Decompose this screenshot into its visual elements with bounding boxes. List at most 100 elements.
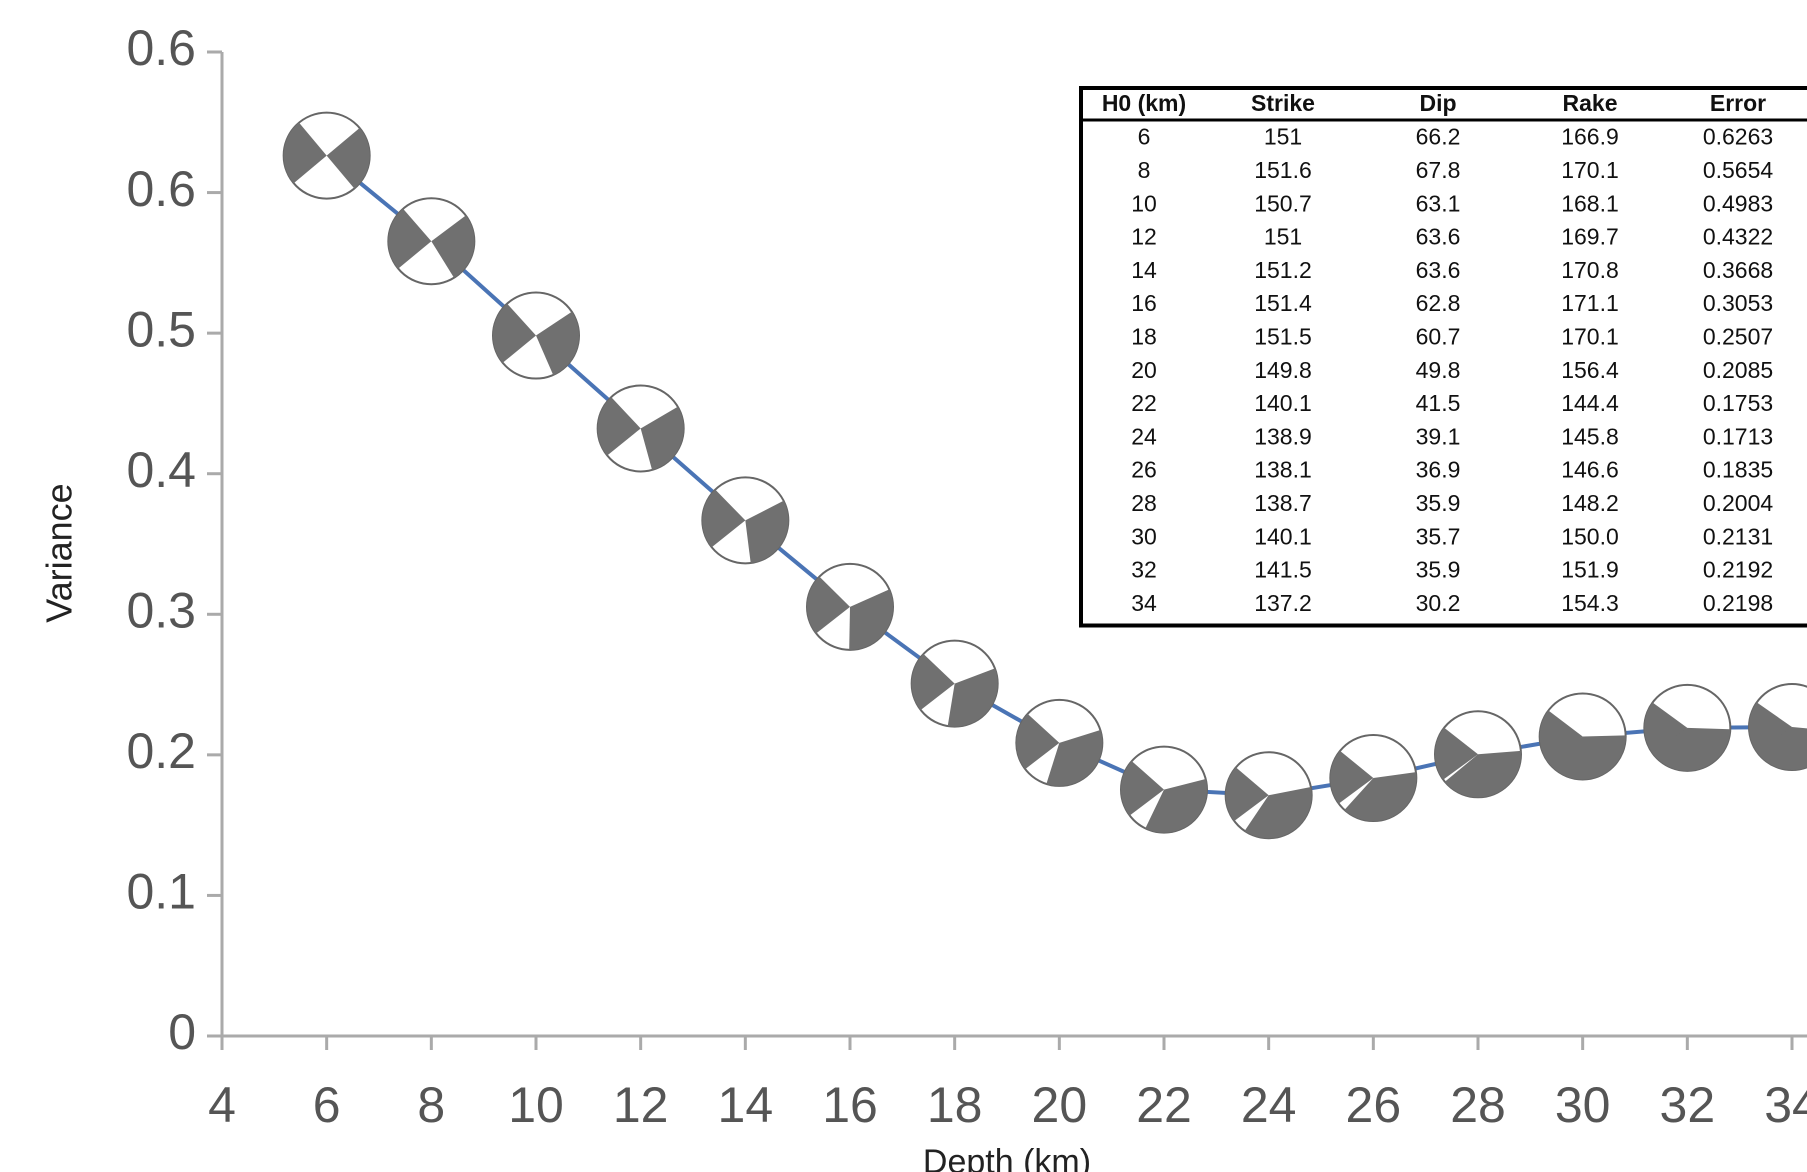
table-cell: 0.2085 xyxy=(1703,357,1773,383)
table-cell: 137.2 xyxy=(1254,590,1312,616)
beachball-marker xyxy=(1644,685,1730,771)
table-cell: 151 xyxy=(1264,224,1302,250)
table-cell: 170.1 xyxy=(1561,324,1619,350)
table-cell: 170.1 xyxy=(1561,157,1619,183)
table-cell: 0.3668 xyxy=(1703,257,1773,283)
table-cell: 151.5 xyxy=(1254,324,1312,350)
y-tick-label: 0.6 xyxy=(126,161,196,217)
table-cell: 0.5654 xyxy=(1703,157,1774,183)
table-cell: 18 xyxy=(1131,324,1157,350)
table-header: Error xyxy=(1710,90,1766,116)
x-tick-label: 28 xyxy=(1450,1077,1506,1133)
table-cell: 151 xyxy=(1264,124,1302,150)
table-cell: 20 xyxy=(1131,357,1157,383)
table-cell: 41.5 xyxy=(1416,390,1461,416)
table-cell: 138.7 xyxy=(1254,490,1312,516)
beachball-marker xyxy=(807,564,893,650)
beachball-marker xyxy=(1226,752,1312,838)
table-cell: 39.1 xyxy=(1416,423,1461,449)
table-cell: 0.2004 xyxy=(1703,490,1774,516)
beachball-marker xyxy=(1540,693,1626,779)
table-cell: 138.9 xyxy=(1254,423,1312,449)
table-cell: 0.6263 xyxy=(1703,124,1773,150)
y-tick-label: 0.3 xyxy=(126,582,196,638)
table-cell: 62.8 xyxy=(1416,290,1461,316)
beachball-marker xyxy=(1121,747,1207,833)
table-cell: 154.3 xyxy=(1561,590,1619,616)
beachball-marker xyxy=(284,113,370,199)
table-header: Dip xyxy=(1419,90,1456,116)
x-tick-label: 8 xyxy=(417,1077,445,1133)
beachball-marker xyxy=(702,477,788,563)
table-cell: 156.4 xyxy=(1561,357,1619,383)
x-tick-label: 30 xyxy=(1555,1077,1611,1133)
x-tick-label: 32 xyxy=(1660,1077,1716,1133)
table-cell: 0.2131 xyxy=(1703,523,1773,549)
table-cell: 0.1835 xyxy=(1703,457,1773,483)
table-cell: 145.8 xyxy=(1561,423,1619,449)
beachball-marker xyxy=(598,385,684,471)
beachball-marker xyxy=(388,198,474,284)
table-cell: 60.7 xyxy=(1416,324,1461,350)
x-tick-label: 20 xyxy=(1032,1077,1088,1133)
x-tick-label: 16 xyxy=(822,1077,878,1133)
table-cell: 0.2192 xyxy=(1703,557,1773,583)
y-tick-label: 0.1 xyxy=(126,864,196,920)
y-axis-label: Variance xyxy=(39,483,80,622)
beachball-marker xyxy=(493,293,579,379)
y-tick-label: 0.5 xyxy=(126,301,196,357)
table-header: H0 (km) xyxy=(1102,90,1186,116)
table-cell: 34 xyxy=(1131,590,1157,616)
beachball-marker xyxy=(1016,700,1102,786)
beachball-marker xyxy=(912,641,998,727)
table-cell: 150.7 xyxy=(1254,190,1312,216)
table-cell: 144.4 xyxy=(1561,390,1619,416)
table-cell: 168.1 xyxy=(1561,190,1619,216)
table-cell: 149.8 xyxy=(1254,357,1312,383)
table-cell: 63.6 xyxy=(1416,224,1461,250)
table-cell: 138.1 xyxy=(1254,457,1312,483)
table-cell: 6 xyxy=(1138,124,1151,150)
x-tick-label: 18 xyxy=(927,1077,983,1133)
table-cell: 22 xyxy=(1131,390,1157,416)
beachball-marker xyxy=(1435,711,1521,797)
table-cell: 171.1 xyxy=(1561,290,1619,316)
table-cell: 63.6 xyxy=(1416,257,1461,283)
x-tick-label: 12 xyxy=(613,1077,669,1133)
x-tick-label: 6 xyxy=(313,1077,341,1133)
page: Variance Depth (km) 00.10.20.30.40.50.60… xyxy=(0,0,1807,1172)
table-cell: 28 xyxy=(1131,490,1157,516)
table-cell: 26 xyxy=(1131,457,1157,483)
table-cell: 170.8 xyxy=(1561,257,1619,283)
table-cell: 169.7 xyxy=(1561,224,1619,250)
table-cell: 30.2 xyxy=(1416,590,1461,616)
table-cell: 24 xyxy=(1131,423,1157,449)
table-cell: 12 xyxy=(1131,224,1157,250)
table-cell: 8 xyxy=(1138,157,1151,183)
beachball-marker xyxy=(1749,684,1807,770)
x-tick-label: 10 xyxy=(508,1077,564,1133)
x-axis-label: Depth (km) xyxy=(923,1143,1091,1172)
x-tick-label: 34 xyxy=(1764,1077,1807,1133)
table-cell: 146.6 xyxy=(1561,457,1619,483)
table-cell: 16 xyxy=(1131,290,1157,316)
table-cell: 36.9 xyxy=(1416,457,1461,483)
table-cell: 66.2 xyxy=(1416,124,1461,150)
table-cell: 49.8 xyxy=(1416,357,1461,383)
table-cell: 0.1713 xyxy=(1703,423,1773,449)
table-cell: 32 xyxy=(1131,557,1157,583)
table-cell: 63.1 xyxy=(1416,190,1461,216)
table-cell: 35.9 xyxy=(1416,490,1461,516)
x-tick-label: 22 xyxy=(1136,1077,1192,1133)
table-header: Strike xyxy=(1251,90,1315,116)
table-cell: 141.5 xyxy=(1254,557,1312,583)
beachball-marker xyxy=(1330,735,1416,821)
table-cell: 14 xyxy=(1131,257,1157,283)
table-cell: 140.1 xyxy=(1254,523,1312,549)
y-tick-label: 0.2 xyxy=(126,723,196,779)
x-tick-label: 14 xyxy=(718,1077,774,1133)
table-cell: 148.2 xyxy=(1561,490,1619,516)
table-cell: 166.9 xyxy=(1561,124,1619,150)
table-cell: 30 xyxy=(1131,523,1157,549)
table-cell: 0.3053 xyxy=(1703,290,1773,316)
